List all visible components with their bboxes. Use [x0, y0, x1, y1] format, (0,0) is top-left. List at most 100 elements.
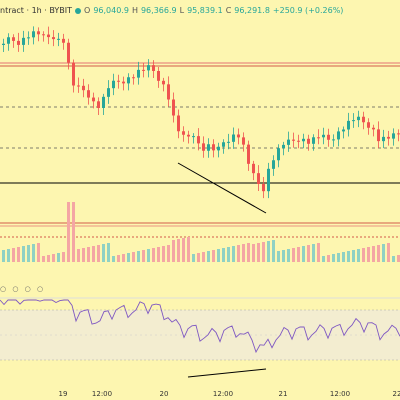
candle-body — [292, 139, 295, 141]
candle-body — [92, 97, 95, 102]
volume-bar — [102, 244, 105, 262]
volume-bar — [337, 253, 340, 262]
low-label: L — [179, 6, 185, 15]
volume-bar — [342, 252, 345, 262]
volume-bar — [302, 246, 305, 262]
volume-bar — [387, 243, 390, 262]
candle-body — [327, 134, 330, 140]
x-tick-label: 20 — [159, 390, 169, 398]
volume-bar — [12, 248, 15, 262]
candle-body — [207, 144, 210, 151]
volume-bar — [62, 252, 65, 262]
volume-bar — [367, 247, 370, 262]
high-value: 96,366.9 — [140, 6, 177, 15]
volume-bar — [352, 250, 355, 262]
indicator-settings-icons[interactable]: ○ ○ ○ ○ — [0, 285, 46, 293]
volume-bar — [382, 244, 385, 262]
candle-body — [137, 69, 140, 78]
volume-bar — [112, 256, 115, 262]
candle-body — [7, 37, 10, 44]
candle-body — [112, 80, 115, 89]
volume-bar — [212, 250, 215, 262]
volume-bar — [297, 247, 300, 262]
candle-body — [317, 137, 320, 139]
volume-bar — [287, 249, 290, 262]
candle-body — [122, 81, 125, 84]
volume-bar — [237, 245, 240, 262]
candle-body — [52, 37, 55, 40]
volume-bar — [247, 243, 250, 262]
volume-bar — [132, 252, 135, 262]
trendline-oscillator — [187, 368, 267, 378]
candle-body — [167, 84, 170, 100]
candle-body — [272, 160, 275, 169]
trendline-price — [177, 162, 267, 214]
candle-body — [257, 173, 260, 184]
volume-bar — [142, 250, 145, 262]
candle-body — [77, 85, 80, 87]
volume-bar — [137, 251, 140, 262]
volume-bar — [37, 243, 40, 262]
candle-body — [202, 143, 205, 151]
high-label: H — [131, 6, 138, 15]
volume-bar — [107, 243, 110, 262]
candle-body — [312, 137, 315, 144]
chart-header: ntract · 1h · BYBIT O 96,040.9 H 96,366.9 … — [0, 4, 343, 18]
candle-body — [132, 77, 135, 79]
volume-bar — [307, 245, 310, 262]
volume-bar — [32, 244, 35, 262]
volume-bar — [202, 252, 205, 262]
candle-body — [232, 134, 235, 142]
volume-bar — [77, 249, 80, 262]
candle-body — [262, 184, 265, 192]
candle-body — [212, 144, 215, 151]
candle-body — [382, 136, 385, 142]
volume-bar — [22, 246, 25, 262]
candle-body — [22, 37, 25, 45]
volume-bar — [252, 244, 255, 262]
volume-bar — [2, 250, 5, 262]
volume-bar — [17, 247, 20, 262]
volume-bar — [147, 249, 150, 262]
candle-body — [102, 96, 105, 108]
volume-bar — [222, 248, 225, 262]
horizontal-levels — [0, 62, 400, 238]
x-tick-label: 21 — [278, 390, 288, 398]
volume-bar — [292, 248, 295, 262]
volume-bar — [232, 246, 235, 262]
change-value: +250.9 (+0.26%) — [272, 6, 344, 15]
candle-body — [197, 136, 200, 144]
candle-body — [72, 62, 75, 86]
candle-body — [127, 77, 130, 84]
volume-bar — [312, 244, 315, 262]
volume-bar — [57, 253, 60, 262]
candle-body — [97, 101, 100, 108]
candle-body — [172, 99, 175, 116]
close-label: C — [225, 6, 232, 15]
volume-bar — [27, 245, 30, 262]
x-tick-label: 12:00 — [329, 390, 351, 398]
candle-body — [17, 40, 20, 45]
candle-body — [302, 138, 305, 142]
volume-bar — [157, 247, 160, 262]
candle-body — [27, 37, 30, 39]
candle-body — [247, 144, 250, 164]
volume-bar — [82, 248, 85, 262]
volume-bar — [117, 255, 120, 262]
candle-body — [337, 131, 340, 140]
volume-bar — [277, 251, 280, 262]
volume-bar — [217, 249, 220, 262]
x-tick-label: 12:00 — [212, 390, 234, 398]
candle-body — [397, 133, 400, 135]
volume-bar — [377, 245, 380, 262]
volume-bar — [127, 253, 130, 262]
open-value: 96,040.9 — [93, 6, 129, 15]
candle-body — [277, 148, 280, 161]
candle-body — [387, 136, 390, 139]
volume-bar — [372, 246, 375, 262]
volume-bar — [242, 244, 245, 262]
candle-body — [147, 65, 150, 71]
candle-body — [362, 116, 365, 123]
candle-body — [12, 37, 15, 41]
